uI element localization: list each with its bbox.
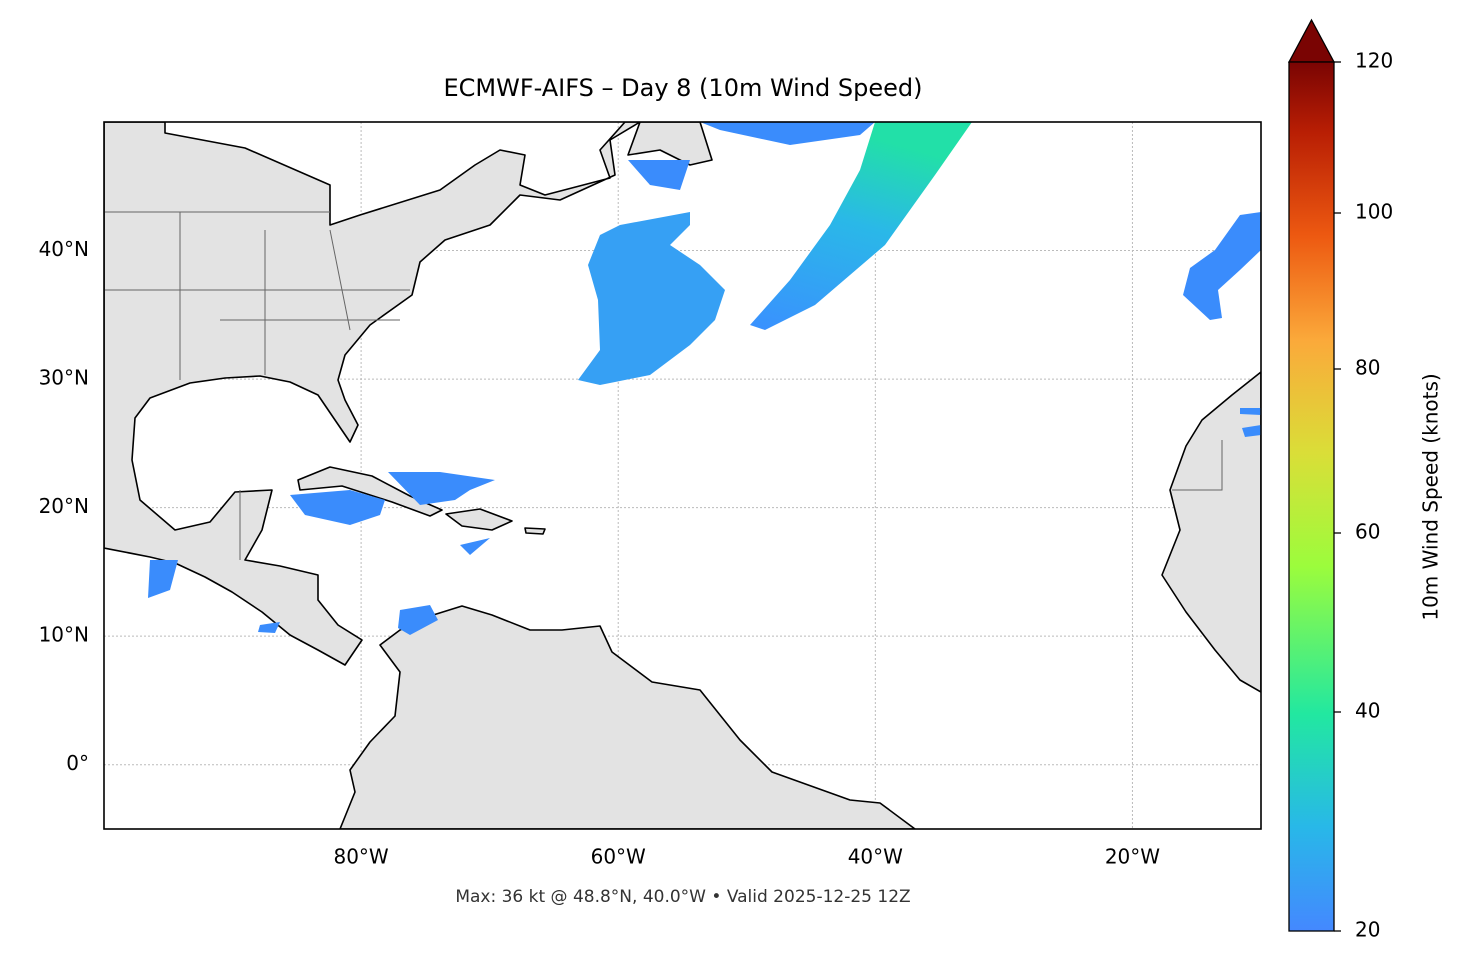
wind-band <box>700 122 875 145</box>
x-tick-label: 60°W <box>591 845 646 869</box>
x-tick-label: 80°W <box>333 845 388 869</box>
us-borders <box>104 211 1223 560</box>
colorbar-bar <box>1288 61 1335 932</box>
wind-low <box>578 212 725 385</box>
hispaniola <box>445 508 513 531</box>
colorbar-tick-label: 60 <box>1355 520 1380 544</box>
y-tick-label: 10°N <box>39 623 89 647</box>
colorbar-tick-label: 120 <box>1355 49 1393 73</box>
colorbar: 10m Wind Speed (knots) 20 40 60 80 100 120 <box>1287 18 1443 942</box>
y-tick-label: 40°N <box>39 237 89 261</box>
map-area <box>104 122 1261 829</box>
colorbar-tick-label: 100 <box>1355 200 1393 224</box>
north-america <box>104 122 641 666</box>
colorbar-tick-label: 40 <box>1355 699 1380 723</box>
map-title: ECMWF-AIFS – Day 8 (10m Wind Speed) <box>443 74 922 102</box>
cuba <box>297 466 443 517</box>
x-tick-label: 40°W <box>848 845 903 869</box>
map-frame <box>103 121 1262 830</box>
colorbar-tick-label: 80 <box>1355 356 1380 380</box>
wind-patch <box>628 160 690 190</box>
axes: 80°W 60°W 40°W 20°W 0° 10°N 20°N 30°N 40°N <box>39 237 1161 868</box>
puerto-rico <box>524 527 546 535</box>
colorbar-tick-label: 20 <box>1355 918 1380 942</box>
footnote: Max: 36 kt @ 48.8°N, 40.0°W • Valid 2025… <box>455 887 910 907</box>
africa <box>1161 371 1261 693</box>
y-tick-label: 20°N <box>39 494 89 518</box>
wind-caribbean <box>148 472 495 635</box>
south-america <box>339 605 916 829</box>
y-tick-label: 30°N <box>39 366 89 390</box>
greenland-edge <box>627 122 713 166</box>
y-tick-label: 0° <box>66 751 89 775</box>
wind-east <box>1183 212 1261 320</box>
wind-jet <box>750 122 972 330</box>
colorbar-extend <box>1287 18 1336 63</box>
x-tick-label: 20°W <box>1105 845 1160 869</box>
colorbar-label: 10m Wind Speed (knots) <box>1419 373 1443 620</box>
wind-africa <box>1240 408 1261 437</box>
